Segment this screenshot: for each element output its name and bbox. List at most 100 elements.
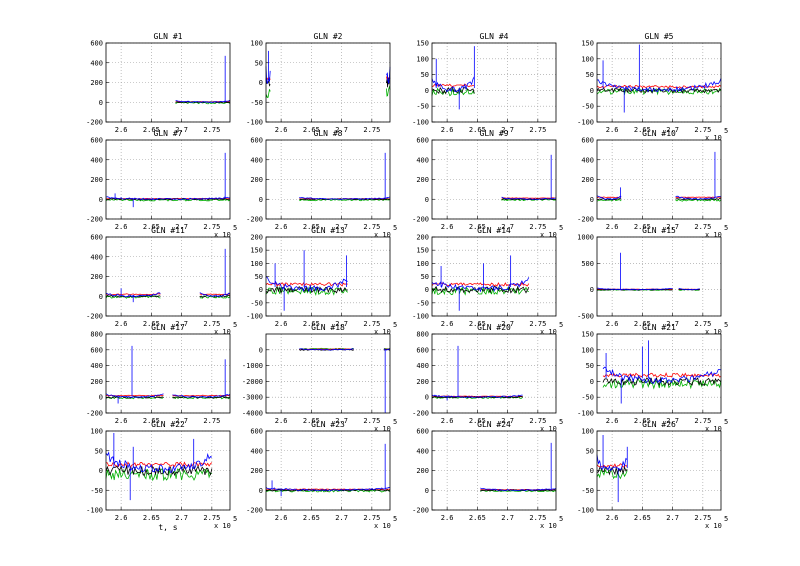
axes-box [431, 139, 557, 220]
x-multiplier-base: x 10 [374, 231, 391, 239]
y-tick-label: 100 [581, 55, 594, 63]
y-tick-label: -50 [416, 103, 429, 111]
x-tick-label: 2.75 [529, 320, 546, 328]
x-tick-label: 2.65 [469, 417, 486, 425]
x-multiplier-base: x 10 [705, 425, 722, 433]
y-tick-label: -100 [577, 410, 594, 418]
subplot-gln-8: 2.6 2.65 2.7 2.75 600 400 200 0 -200 GLN #8 x 105 [246, 129, 397, 239]
series-green [602, 378, 722, 390]
y-tick-label: 50 [255, 273, 263, 281]
x-tick-label: 2.65 [303, 514, 320, 522]
y-tick-label: -100 [577, 119, 594, 127]
y-tick-label: 600 [90, 234, 103, 242]
x-multiplier-exponent: 5 [724, 224, 728, 232]
x-tick-label: 2.75 [694, 126, 711, 134]
y-tick-label: 800 [90, 331, 103, 339]
y-tick-label: 100 [250, 260, 263, 268]
x-tick-label: 2.6 [115, 417, 128, 425]
y-tick-label: 0 [425, 87, 429, 95]
x-tick-label: 2.7 [335, 223, 348, 231]
subplot-title: GLN #24 [477, 420, 511, 429]
y-tick-label: 200 [90, 378, 103, 386]
axes-box [265, 333, 391, 414]
subplot-title: GLN #7 [154, 129, 183, 138]
x-multiplier-exponent: 5 [559, 224, 563, 232]
x-tick-label: 2.65 [303, 126, 320, 134]
x-tick-label: 2.75 [529, 514, 546, 522]
y-tick-label: 0 [99, 467, 103, 475]
y-tick-label: 600 [416, 428, 429, 436]
subplot-title: GLN #8 [314, 129, 343, 138]
x-multiplier-exponent: 5 [393, 224, 397, 232]
y-tick-label: -100 [86, 507, 103, 515]
y-tick-label: -3000 [242, 394, 263, 402]
x-tick-label: 2.6 [606, 126, 619, 134]
subplot-gln-7: 2.6 2.65 2.7 2.75 600 400 200 0 -200 GLN #7 x 105 [86, 129, 237, 239]
subplot-title: GLN #11 [151, 226, 185, 235]
subplot-title: GLN #20 [477, 323, 511, 332]
axes-box [105, 333, 231, 414]
series-red [675, 196, 722, 199]
series-green [480, 489, 557, 493]
series-blue [265, 276, 348, 293]
y-tick-label: 0 [99, 99, 103, 107]
x-multiplier-exponent: 5 [233, 224, 237, 232]
y-tick-label: 50 [586, 362, 594, 370]
x-tick-label: 2.65 [303, 223, 320, 231]
x-multiplier-base: x 10 [705, 328, 722, 336]
axes-box [596, 139, 722, 220]
y-tick-label: -2000 [242, 378, 263, 386]
y-tick-label: 0 [259, 346, 263, 354]
series-black [105, 465, 213, 476]
x-tick-label: 2.75 [203, 320, 220, 328]
y-tick-label: 400 [416, 447, 429, 455]
x-tick-label: 2.75 [203, 223, 220, 231]
x-tick-label: 2.65 [143, 417, 160, 425]
x-multiplier-base: x 10 [705, 522, 722, 530]
x-multiplier-exponent: 5 [559, 515, 563, 523]
x-multiplier-base: x 10 [214, 328, 231, 336]
y-tick-label: 150 [581, 331, 594, 339]
x-multiplier-base: x 10 [540, 328, 557, 336]
axes-box [265, 236, 391, 317]
x-multiplier-base: x 10 [705, 231, 722, 239]
series-blue [105, 451, 213, 475]
series-green [299, 198, 391, 202]
x-multiplier-base: x 10 [540, 231, 557, 239]
y-tick-label: 800 [416, 331, 429, 339]
x-tick-label: 2.6 [115, 223, 128, 231]
x-tick-label: 2.6 [115, 320, 128, 328]
series-black [265, 285, 348, 295]
x-multiplier-base: x 10 [214, 522, 231, 530]
x-tick-label: 2.75 [363, 514, 380, 522]
y-tick-label: 600 [250, 137, 263, 145]
x-multiplier-base: x 10 [374, 522, 391, 530]
y-tick-label: 150 [581, 40, 594, 48]
subplot-title: GLN #14 [477, 226, 511, 235]
y-tick-label: -200 [412, 507, 429, 515]
x-tick-label: 2.75 [363, 320, 380, 328]
x-tick-label: 2.75 [363, 126, 380, 134]
x-tick-label: 2.7 [501, 320, 514, 328]
y-tick-label: 200 [90, 273, 103, 281]
y-tick-label: -200 [86, 119, 103, 127]
y-tick-label: 150 [416, 40, 429, 48]
axes-box [431, 430, 557, 511]
y-tick-label: 400 [416, 362, 429, 370]
y-tick-label: 0 [99, 293, 103, 301]
series-blue [386, 66, 391, 84]
x-tick-label: 2.75 [529, 126, 546, 134]
axes-box [105, 139, 231, 220]
x-tick-label: 2.7 [175, 320, 188, 328]
y-tick-label: 0 [425, 487, 429, 495]
subplot-title: GLN #17 [151, 323, 185, 332]
y-tick-label: 150 [416, 247, 429, 255]
y-tick-label: 200 [581, 176, 594, 184]
x-tick-label: 2.6 [606, 320, 619, 328]
subplot-title: GLN #15 [642, 226, 676, 235]
